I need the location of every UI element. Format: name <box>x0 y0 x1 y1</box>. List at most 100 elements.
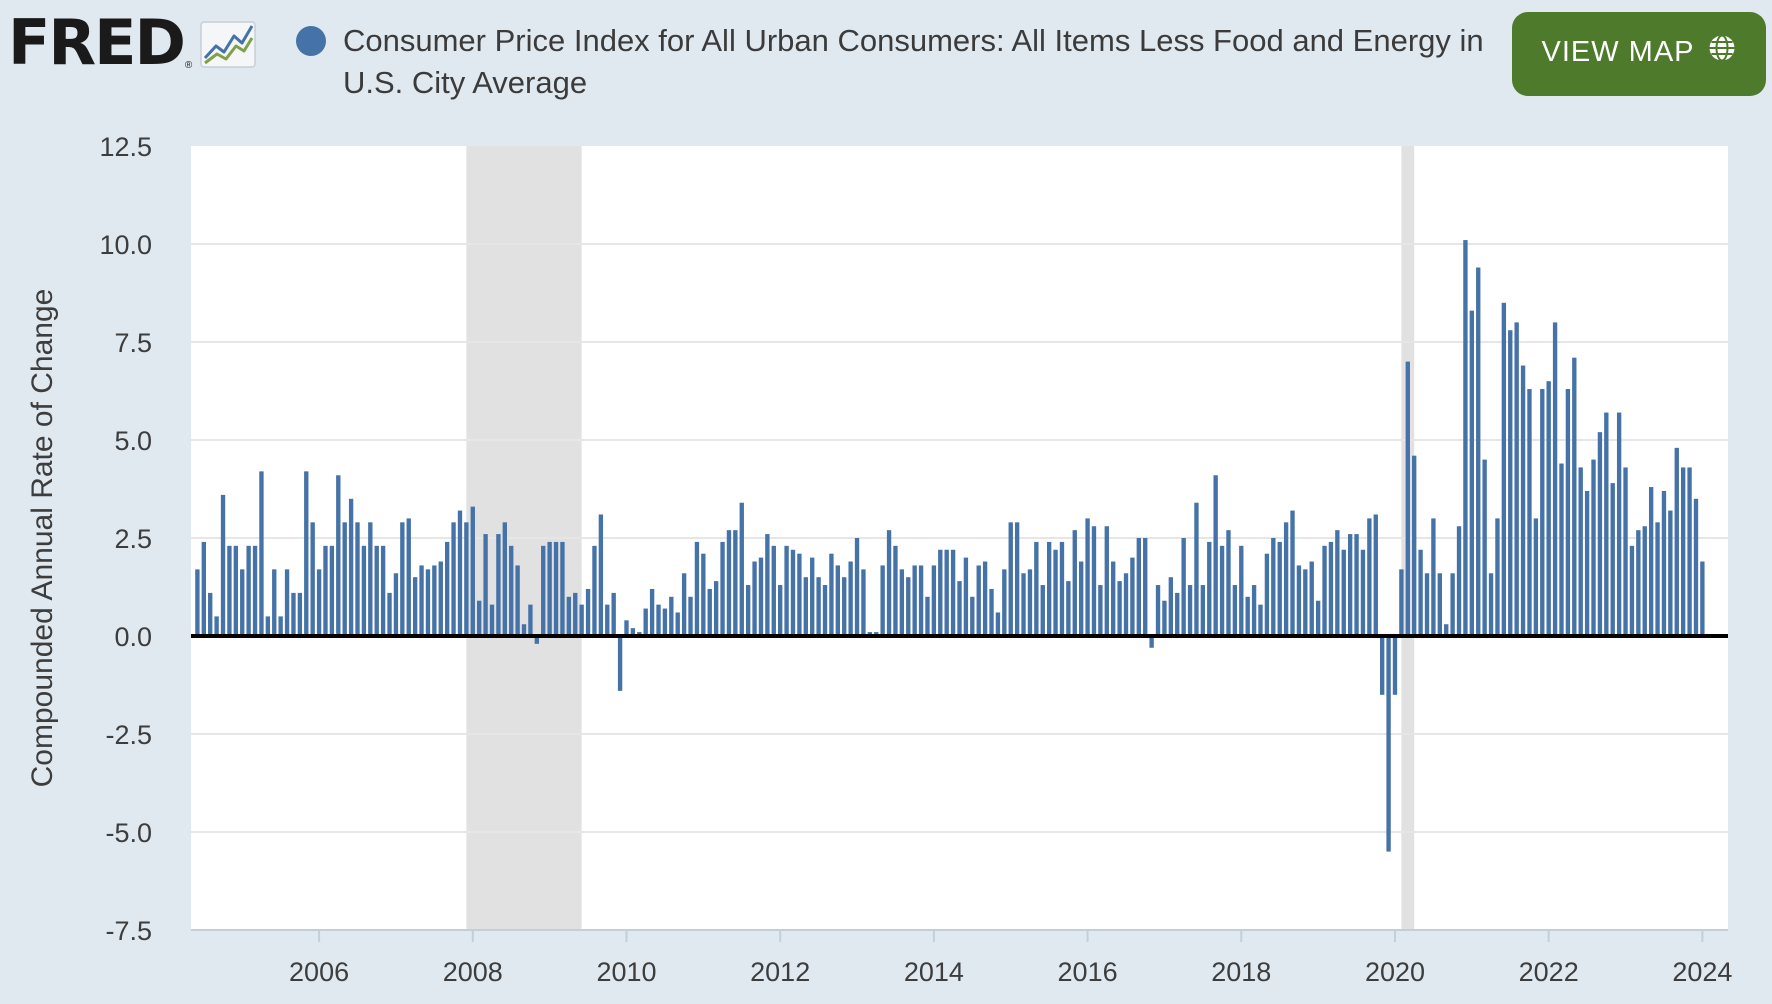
bar <box>355 522 360 636</box>
bar <box>1347 534 1353 636</box>
bar <box>1444 624 1449 636</box>
bar <box>1597 432 1603 636</box>
bar <box>630 628 636 636</box>
bar <box>1149 636 1154 648</box>
bar <box>1136 538 1141 636</box>
bar <box>1674 447 1679 636</box>
bar <box>1098 585 1103 636</box>
bar <box>784 545 789 636</box>
bar <box>1315 600 1321 636</box>
bar <box>1034 541 1039 636</box>
bar <box>502 522 507 636</box>
bar <box>214 616 219 636</box>
fred-logo[interactable]: FRED ® <box>8 10 257 76</box>
bar <box>681 573 687 636</box>
bar <box>1194 502 1199 636</box>
y-tick-label: -5.0 <box>105 818 152 848</box>
bar <box>918 565 924 636</box>
bar <box>521 624 527 636</box>
x-tick-label: 2014 <box>904 957 964 987</box>
bar <box>233 545 239 636</box>
bar <box>1693 498 1699 636</box>
bar <box>720 541 725 636</box>
bar <box>643 608 648 636</box>
bar <box>1668 510 1673 636</box>
bar <box>1341 549 1346 636</box>
bar <box>598 514 604 636</box>
bar <box>1514 322 1519 636</box>
bar <box>1232 585 1238 636</box>
bar <box>1687 467 1692 636</box>
bar <box>713 581 719 636</box>
bar <box>464 522 469 636</box>
bar <box>726 530 732 636</box>
bar <box>739 502 744 636</box>
bar <box>1162 600 1167 636</box>
bar <box>1046 541 1052 636</box>
bar <box>797 553 802 636</box>
bar <box>560 541 565 636</box>
bar-series <box>195 240 1705 852</box>
bar <box>1002 569 1007 636</box>
axes: 12.5 10.0 7.5 5.0 2.5 0.0 -2.5 -5.0 -7.5 2006 2008… <box>26 132 1732 987</box>
y-tick-label: 0.0 <box>114 622 152 652</box>
bar <box>861 569 866 636</box>
y-tick-label: 2.5 <box>114 524 152 554</box>
y-tick-label: 7.5 <box>114 328 152 358</box>
bar <box>1091 526 1097 636</box>
bar <box>1360 549 1366 636</box>
bar <box>1130 557 1135 636</box>
bar <box>1283 522 1289 636</box>
bar <box>1187 585 1193 636</box>
bar <box>611 592 616 636</box>
bar <box>272 569 277 636</box>
bar <box>336 475 341 636</box>
bar <box>1450 573 1455 636</box>
bar <box>675 612 680 636</box>
bar <box>368 522 373 636</box>
bar <box>1700 561 1705 636</box>
bar <box>297 592 303 636</box>
bar <box>323 545 328 636</box>
bar <box>566 596 572 636</box>
bar <box>1264 553 1270 636</box>
bar <box>1168 577 1174 636</box>
bar <box>342 522 347 636</box>
view-map-button[interactable]: VIEW MAP <box>1512 12 1766 96</box>
bar <box>1143 538 1148 636</box>
bar <box>1399 569 1404 636</box>
bar <box>1572 357 1577 636</box>
y-tick-label: 5.0 <box>114 426 152 456</box>
bar <box>1123 573 1129 636</box>
bar <box>1456 526 1462 636</box>
bar <box>912 565 917 636</box>
bar <box>278 616 283 636</box>
bar <box>1258 604 1263 636</box>
bar <box>1309 561 1314 636</box>
globe-icon <box>1707 33 1737 71</box>
bar <box>1155 585 1161 636</box>
bar <box>778 585 783 636</box>
x-tick-label: 2016 <box>1058 957 1118 987</box>
bar <box>1322 545 1327 636</box>
bar <box>1405 361 1410 636</box>
bar <box>406 518 411 636</box>
bar <box>393 573 399 636</box>
bar <box>803 577 808 636</box>
bar <box>790 549 796 636</box>
bar <box>1373 514 1378 636</box>
bar <box>374 545 379 636</box>
bar <box>1079 561 1084 636</box>
bar <box>291 592 296 636</box>
bar <box>1488 573 1494 636</box>
bar <box>1546 381 1551 636</box>
bar <box>656 604 661 636</box>
bar <box>1533 518 1539 636</box>
bar <box>477 600 482 636</box>
bar <box>220 494 226 636</box>
bar <box>842 577 847 636</box>
bar <box>1085 518 1090 636</box>
bar <box>752 561 757 636</box>
bar <box>579 604 584 636</box>
